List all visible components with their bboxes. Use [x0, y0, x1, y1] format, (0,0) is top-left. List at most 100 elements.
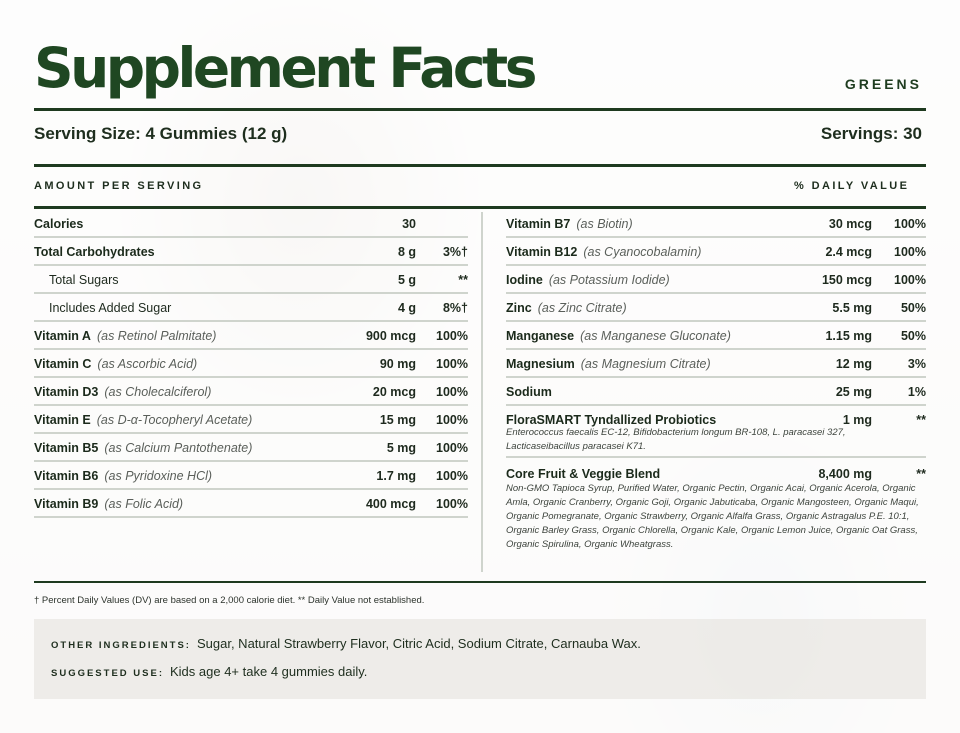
- nutrient-dv: 100%: [894, 217, 926, 231]
- nutrient-row: Calories 30: [34, 210, 468, 238]
- amount-per-serving-header: AMOUNT PER SERVING: [34, 180, 204, 192]
- nutrient-amount: 5 mg: [386, 441, 416, 455]
- nutrient-source: (as Manganese Gluconate): [580, 329, 731, 343]
- nutrient-source: (as Pyridoxine HCl): [104, 469, 213, 483]
- nutrient-amount: 2.4 mcg: [825, 245, 872, 259]
- nutrient-amount: 12 mg: [835, 357, 872, 371]
- nutrient-amount: 8 g: [397, 245, 416, 259]
- nutrient-name: Vitamin B5: [34, 441, 99, 455]
- ingredients-box: OTHER INGREDIENTS: Sugar, Natural Strawbe…: [34, 619, 926, 699]
- nutrient-source: (as Retinol Palmitate): [96, 329, 217, 343]
- servings-count: Servings: 30: [820, 124, 922, 143]
- nutrient-row: Vitamin C (as Ascorbic Acid) 90 mg 100%: [34, 350, 468, 378]
- nutrient-amount: 25 mg: [835, 385, 872, 399]
- nutrient-source: (as Magnesium Citrate): [580, 357, 711, 371]
- divider: [34, 206, 926, 209]
- nutrient-name: Iodine: [506, 273, 543, 287]
- probiotics-strains: Enterococcus faecalis EC-12, Bifidobacte…: [506, 427, 846, 452]
- nutrient-row: Vitamin B9 (as Folic Acid) 400 mcg 100%: [34, 490, 468, 518]
- nutrient-row: Manganese (as Manganese Gluconate) 1.15 mg…: [506, 322, 926, 350]
- suggested-use-label: SUGGESTED USE:: [51, 668, 164, 679]
- column-divider: [481, 212, 483, 572]
- nutrient-dv: **: [916, 467, 926, 481]
- nutrient-list-left: Calories 30 Total Carbohydrates 8 g 3%† Total…: [34, 210, 468, 518]
- nutrient-name: Calories: [34, 217, 84, 231]
- nutrient-name: FloraSMART Tyndallized Probiotics: [506, 413, 717, 427]
- nutrient-name: Vitamin B12: [506, 245, 578, 259]
- nutrient-name: Includes Added Sugar: [49, 301, 172, 315]
- nutrient-amount: 900 mcg: [365, 329, 416, 343]
- nutrient-source: (as Ascorbic Acid): [97, 357, 198, 371]
- nutrient-dv: 50%: [900, 329, 926, 343]
- page-title: Supplement Facts: [34, 36, 537, 100]
- nutrient-dv: 100%: [436, 441, 468, 455]
- nutrient-name: Vitamin B9: [34, 497, 99, 511]
- nutrient-row: Includes Added Sugar 4 g 8%†: [34, 294, 468, 322]
- daily-value-header: % DAILY VALUE: [794, 180, 910, 192]
- nutrient-row: Sodium 25 mg 1%: [506, 378, 926, 406]
- blend-row: Core Fruit & Veggie Blend 8,400 mg **: [506, 460, 926, 482]
- serving-info: Serving Size: 4 Gummies (12 g) Servings:…: [34, 124, 926, 144]
- nutrient-amount: 8,400 mg: [818, 467, 872, 481]
- nutrient-amount: 90 mg: [379, 357, 416, 371]
- nutrient-dv: 100%: [436, 329, 468, 343]
- nutrient-dv: **: [916, 413, 926, 427]
- nutrient-amount: 400 mcg: [365, 497, 416, 511]
- nutrient-dv: 3%: [907, 357, 926, 371]
- nutrient-name: Total Carbohydrates: [34, 245, 155, 259]
- divider: [34, 581, 926, 583]
- nutrient-amount: 1.7 mg: [376, 469, 416, 483]
- nutrient-dv: 8%†: [442, 301, 468, 315]
- nutrient-source: (as D-α-Tocopheryl Acetate): [96, 413, 253, 427]
- nutrient-dv: 50%: [900, 301, 926, 315]
- nutrient-row: Zinc (as Zinc Citrate) 5.5 mg 50%: [506, 294, 926, 322]
- nutrient-amount: 4 g: [397, 301, 416, 315]
- nutrient-row: Vitamin A (as Retinol Palmitate) 900 mcg 10…: [34, 322, 468, 350]
- nutrient-list-right: Vitamin B7 (as Biotin) 30 mcg 100% Vitamin B…: [506, 210, 926, 552]
- nutrient-row: Total Sugars 5 g **: [34, 266, 468, 294]
- nutrient-row: Vitamin B6 (as Pyridoxine HCl) 1.7 mg 100%: [34, 462, 468, 490]
- suggested-use-text: Kids age 4+ take 4 gummies daily.: [170, 664, 368, 679]
- nutrient-source: (as Folic Acid): [104, 497, 184, 511]
- nutrient-row: Vitamin B7 (as Biotin) 30 mcg 100%: [506, 210, 926, 238]
- nutrient-dv: 100%: [894, 245, 926, 259]
- nutrient-name: Magnesium: [506, 357, 575, 371]
- nutrient-dv: 100%: [436, 469, 468, 483]
- nutrient-name: Vitamin B7: [506, 217, 571, 231]
- nutrient-name: Vitamin A: [34, 329, 91, 343]
- supplement-facts-panel: Supplement Facts GREENS Serving Size: 4 …: [34, 0, 926, 733]
- nutrient-dv: 100%: [436, 357, 468, 371]
- nutrient-row: Vitamin E (as D-α-Tocopheryl Acetate) 15 m…: [34, 406, 468, 434]
- nutrient-source: (as Zinc Citrate): [537, 301, 627, 315]
- nutrient-amount: 5 g: [397, 273, 416, 287]
- nutrient-dv: 100%: [436, 497, 468, 511]
- probiotics-row: FloraSMART Tyndallized Probiotics 1 mg *…: [506, 406, 926, 427]
- nutrient-row: Vitamin B5 (as Calcium Pantothenate) 5 mg 1…: [34, 434, 468, 462]
- nutrient-dv: 3%†: [442, 245, 468, 259]
- nutrient-amount: 1 mg: [842, 413, 872, 427]
- nutrient-source: (as Biotin): [576, 217, 633, 231]
- nutrient-row: Vitamin D3 (as Cholecalciferol) 20 mcg 100%: [34, 378, 468, 406]
- nutrient-dv: 1%: [907, 385, 926, 399]
- nutrient-name: Core Fruit & Veggie Blend: [506, 467, 661, 481]
- other-ingredients-text: Sugar, Natural Strawberry Flavor, Citric…: [196, 636, 641, 651]
- nutrient-name: Zinc: [506, 301, 532, 315]
- other-ingredients-label: OTHER INGREDIENTS:: [51, 640, 191, 651]
- blend-ingredients: Non-GMO Tapioca Syrup, Purified Water, O…: [506, 483, 919, 550]
- nutrient-row: Total Carbohydrates 8 g 3%†: [34, 238, 468, 266]
- other-ingredients: OTHER INGREDIENTS: Sugar, Natural Strawbe…: [51, 636, 641, 651]
- nutrient-dv: 100%: [894, 273, 926, 287]
- divider: [34, 164, 926, 167]
- nutrient-source: (as Potassium Iodide): [548, 273, 670, 287]
- nutrient-row: Vitamin B12 (as Cyanocobalamin) 2.4 mcg 100…: [506, 238, 926, 266]
- nutrient-name: Vitamin C: [34, 357, 92, 371]
- serving-size: Serving Size: 4 Gummies (12 g): [34, 124, 288, 143]
- nutrient-name: Vitamin B6: [34, 469, 99, 483]
- nutrient-amount: 150 mcg: [821, 273, 872, 287]
- nutrient-dv: 100%: [436, 413, 468, 427]
- nutrient-name: Sodium: [506, 385, 552, 399]
- nutrient-amount: 20 mcg: [372, 385, 416, 399]
- nutrient-amount: 30 mcg: [828, 217, 872, 231]
- nutrient-dv: 100%: [436, 385, 468, 399]
- nutrient-name: Vitamin E: [34, 413, 91, 427]
